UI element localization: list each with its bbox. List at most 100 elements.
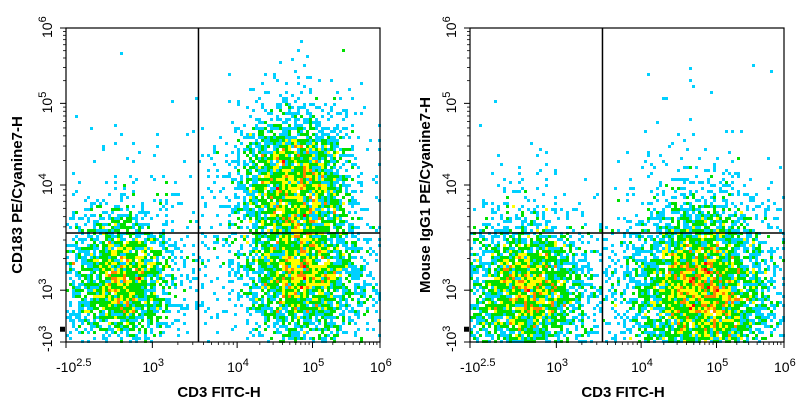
density-point [297, 202, 300, 205]
density-point [222, 244, 225, 247]
density-point [536, 262, 539, 265]
density-point [303, 331, 306, 334]
density-point [677, 226, 680, 229]
density-point [530, 220, 533, 223]
density-point [255, 157, 258, 160]
density-point [93, 202, 96, 205]
density-point [707, 229, 710, 232]
density-point [87, 319, 90, 322]
density-point [276, 310, 279, 313]
density-point [321, 283, 324, 286]
density-point [692, 235, 695, 238]
density-point [297, 250, 300, 253]
density-point [300, 193, 303, 196]
density-point [216, 313, 219, 316]
density-point [282, 307, 285, 310]
density-point [189, 286, 192, 289]
density-point [126, 229, 129, 232]
density-point [303, 139, 306, 142]
density-point [237, 163, 240, 166]
density-point [318, 238, 321, 241]
density-point [273, 157, 276, 160]
density-point [90, 208, 93, 211]
density-point [333, 97, 336, 100]
density-point [764, 211, 767, 214]
density-point [300, 310, 303, 313]
density-point [132, 337, 135, 340]
density-point [318, 136, 321, 139]
density-point [120, 223, 123, 226]
density-point [300, 301, 303, 304]
density-point [665, 184, 668, 187]
density-point [192, 271, 195, 274]
density-point [731, 256, 734, 259]
density-point [336, 187, 339, 190]
density-point [309, 154, 312, 157]
density-point [725, 244, 728, 247]
density-point [683, 220, 686, 223]
density-point [713, 169, 716, 172]
density-point [297, 247, 300, 250]
density-point [722, 178, 725, 181]
density-point [746, 241, 749, 244]
density-point [270, 286, 273, 289]
density-point [120, 337, 123, 340]
density-point [114, 226, 117, 229]
density-point [333, 130, 336, 133]
density-point [294, 256, 297, 259]
density-point [300, 208, 303, 211]
density-point [285, 259, 288, 262]
density-point [126, 310, 129, 313]
density-point [276, 157, 279, 160]
density-point [237, 208, 240, 211]
density-point [303, 175, 306, 178]
density-point [704, 220, 707, 223]
density-point [261, 235, 264, 238]
density-point [159, 241, 162, 244]
density-point [309, 160, 312, 163]
density-point [321, 298, 324, 301]
density-point [177, 310, 180, 313]
density-point [339, 175, 342, 178]
density-point [123, 214, 126, 217]
density-point [99, 265, 102, 268]
density-point [93, 271, 96, 274]
density-point [668, 253, 671, 256]
density-point [255, 166, 258, 169]
density-point [120, 256, 123, 259]
density-point [294, 205, 297, 208]
density-point [150, 319, 153, 322]
density-point [659, 238, 662, 241]
density-point [530, 241, 533, 244]
density-point [306, 169, 309, 172]
density-point [141, 265, 144, 268]
density-point [321, 223, 324, 226]
density-point [261, 178, 264, 181]
density-point [300, 139, 303, 142]
density-point [291, 301, 294, 304]
density-point [515, 226, 518, 229]
density-point [150, 292, 153, 295]
density-point [246, 337, 249, 340]
density-point [120, 289, 123, 292]
density-point [336, 253, 339, 256]
density-point [300, 316, 303, 319]
density-point [276, 271, 279, 274]
density-point [300, 157, 303, 160]
density-point [156, 307, 159, 310]
density-point [327, 199, 330, 202]
density-point [342, 181, 345, 184]
density-point [285, 307, 288, 310]
density-point [138, 280, 141, 283]
density-point [545, 235, 548, 238]
density-point [668, 259, 671, 262]
density-point [303, 277, 306, 280]
density-point [207, 154, 210, 157]
density-point [168, 244, 171, 247]
density-point [84, 214, 87, 217]
density-point [524, 259, 527, 262]
density-point [150, 286, 153, 289]
density-point [279, 304, 282, 307]
density-point [354, 241, 357, 244]
density-point [333, 262, 336, 265]
